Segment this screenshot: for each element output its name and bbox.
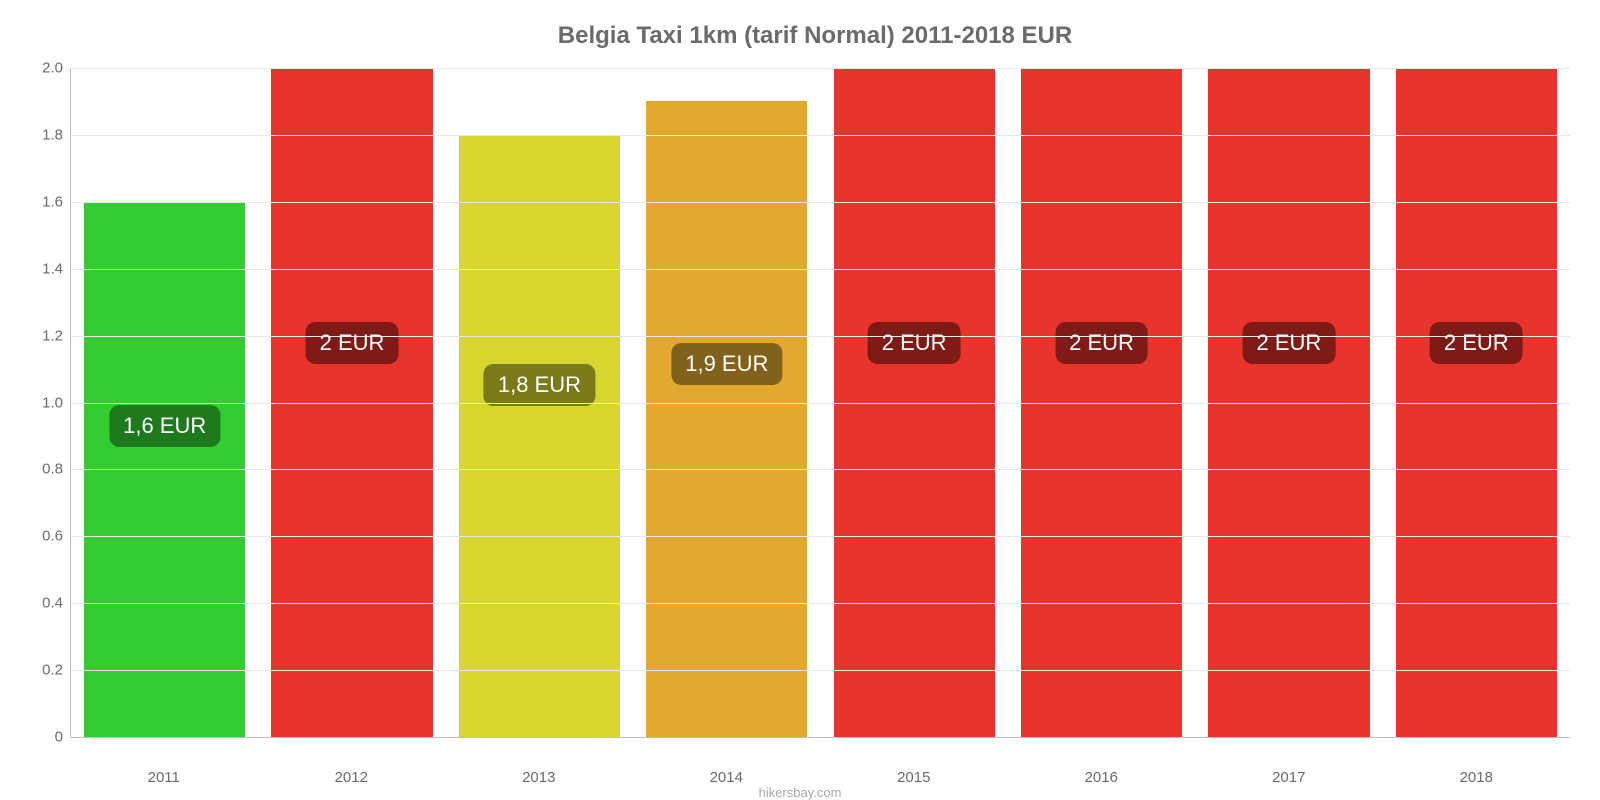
- x-tick-label: 2016: [1008, 769, 1196, 786]
- x-tick-label: 2014: [633, 769, 821, 786]
- y-tick-label: 0.6: [42, 528, 71, 545]
- bar-value-badge: 1,8 EUR: [484, 364, 595, 406]
- x-tick-label: 2011: [70, 769, 258, 786]
- bar-value-badge: 2 EUR: [868, 322, 961, 364]
- y-tick-label: 0.2: [42, 662, 71, 679]
- y-tick-label: 1.8: [42, 126, 71, 143]
- grid-line: [71, 135, 1570, 136]
- bar-value-badge: 1,6 EUR: [109, 405, 220, 447]
- grid-line: [71, 68, 1570, 69]
- bar-value-badge: 2 EUR: [1243, 322, 1336, 364]
- plot-area: 1,6 EUR 2 EUR 1,8 EUR 1,9 EUR 2 EUR 2 EUR 2 EU…: [70, 68, 1570, 738]
- x-tick-label: 2017: [1195, 769, 1383, 786]
- y-tick-label: 1.2: [42, 327, 71, 344]
- x-tick-label: 2015: [820, 769, 1008, 786]
- bar: 1,9 EUR: [646, 101, 807, 737]
- x-axis-labels: 20112012201320142015201620172018: [70, 769, 1570, 786]
- y-tick-label: 0.8: [42, 461, 71, 478]
- footer-credit: hikersbay.com: [0, 785, 1600, 800]
- grid-line: [71, 403, 1570, 404]
- y-tick-label: 0: [55, 729, 71, 746]
- grid-line: [71, 670, 1570, 671]
- grid-line: [71, 269, 1570, 270]
- chart-container: Belgia Taxi 1km (tarif Normal) 2011-2018…: [0, 0, 1600, 800]
- grid-line: [71, 603, 1570, 604]
- x-tick-label: 2013: [445, 769, 633, 786]
- bar-value-badge: 2 EUR: [306, 322, 399, 364]
- grid-line: [71, 336, 1570, 337]
- bar-value-badge: 2 EUR: [1430, 322, 1523, 364]
- y-tick-label: 2.0: [42, 60, 71, 77]
- grid-line: [71, 536, 1570, 537]
- y-tick-label: 1.6: [42, 193, 71, 210]
- chart-title: Belgia Taxi 1km (tarif Normal) 2011-2018…: [60, 10, 1570, 68]
- grid-line: [71, 469, 1570, 470]
- bar-value-badge: 2 EUR: [1055, 322, 1148, 364]
- x-tick-label: 2012: [258, 769, 446, 786]
- y-tick-label: 1.0: [42, 394, 71, 411]
- y-tick-label: 0.4: [42, 595, 71, 612]
- bar: 1,8 EUR: [459, 135, 620, 737]
- y-tick-label: 1.4: [42, 260, 71, 277]
- x-tick-label: 2018: [1383, 769, 1571, 786]
- grid-line: [71, 202, 1570, 203]
- bar-value-badge: 1,9 EUR: [671, 343, 782, 385]
